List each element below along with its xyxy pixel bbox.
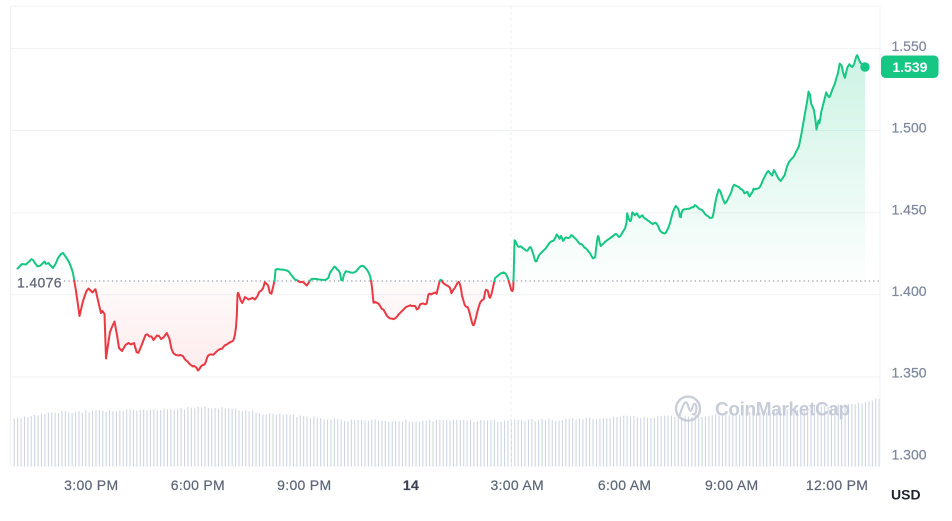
svg-text:14: 14 (403, 477, 419, 493)
svg-text:1.450: 1.450 (892, 201, 927, 217)
svg-text:9:00 AM: 9:00 AM (705, 477, 758, 493)
svg-text:1.350: 1.350 (892, 365, 927, 381)
svg-text:1.4076: 1.4076 (17, 275, 62, 291)
svg-text:6:00 PM: 6:00 PM (171, 477, 225, 493)
svg-text:1.300: 1.300 (892, 446, 927, 462)
svg-text:6:00 AM: 6:00 AM (598, 477, 651, 493)
svg-text:1.500: 1.500 (892, 120, 927, 136)
svg-text:1.550: 1.550 (892, 38, 927, 54)
svg-text:9:00 PM: 9:00 PM (277, 477, 331, 493)
svg-text:CoinMarketCap: CoinMarketCap (715, 399, 850, 420)
svg-text:3:00 PM: 3:00 PM (64, 477, 118, 493)
svg-text:3:00 AM: 3:00 AM (490, 477, 543, 493)
svg-text:12:00 PM: 12:00 PM (806, 477, 868, 493)
svg-text:1.400: 1.400 (892, 283, 927, 299)
svg-text:USD: USD (891, 486, 921, 502)
svg-text:1.539: 1.539 (892, 59, 927, 75)
